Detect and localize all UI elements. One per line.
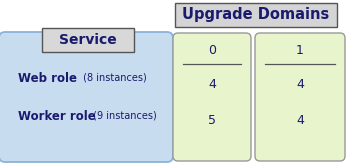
FancyBboxPatch shape [0, 32, 173, 162]
Text: Web role: Web role [18, 72, 77, 84]
Text: (9 instances): (9 instances) [90, 111, 157, 121]
Text: (8 instances): (8 instances) [80, 73, 147, 83]
FancyBboxPatch shape [42, 28, 134, 52]
Text: 5: 5 [208, 114, 216, 126]
Text: 4: 4 [296, 78, 304, 90]
Text: 1: 1 [296, 44, 304, 57]
Text: Service: Service [59, 33, 117, 47]
Text: 0: 0 [208, 44, 216, 57]
Text: Upgrade Domains: Upgrade Domains [182, 7, 330, 23]
Text: Worker role: Worker role [18, 110, 96, 123]
Text: 4: 4 [208, 78, 216, 90]
FancyBboxPatch shape [173, 33, 251, 161]
FancyBboxPatch shape [175, 3, 337, 27]
FancyBboxPatch shape [255, 33, 345, 161]
Text: 4: 4 [296, 114, 304, 126]
